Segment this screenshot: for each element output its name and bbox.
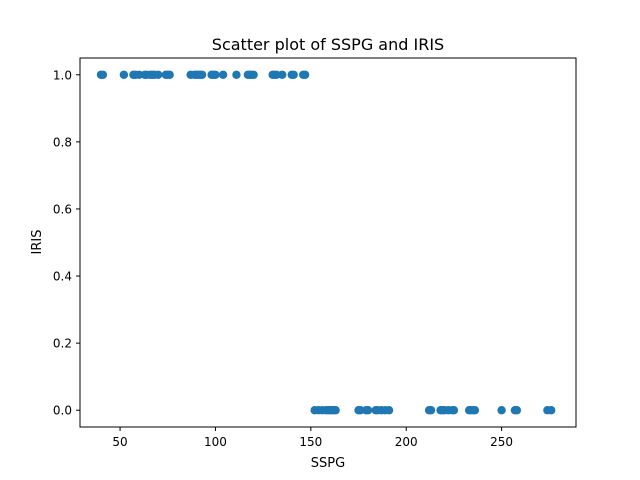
x-tick-label: 50 (112, 435, 127, 449)
data-point (512, 406, 522, 415)
data-point (165, 70, 174, 79)
x-tick-label: 150 (299, 435, 322, 449)
x-tick-label: 100 (204, 435, 227, 449)
x-tick-label: 250 (490, 435, 513, 449)
data-point (497, 406, 506, 415)
data-point (426, 406, 436, 415)
data-point (331, 406, 340, 415)
y-tick-label: 0.6 (53, 202, 72, 216)
data-point (547, 406, 556, 415)
data-point (98, 70, 108, 79)
data-point (470, 406, 480, 415)
x-tick-label: 200 (395, 435, 418, 449)
data-point (211, 70, 220, 79)
x-axis-ticks: 50 100 150 200 250 (112, 427, 513, 449)
data-point (278, 70, 287, 79)
y-tick-label: 0.4 (53, 270, 72, 284)
data-points (96, 70, 556, 415)
y-tick-label: 0.8 (53, 135, 72, 149)
y-tick-label: 0.2 (53, 337, 72, 351)
y-tick-label: 0.0 (53, 404, 72, 418)
data-point (300, 70, 310, 79)
data-point (119, 70, 129, 79)
data-point (449, 406, 459, 415)
y-axis-ticks: 0.0 0.2 0.4 0.6 0.8 1.0 (53, 68, 80, 418)
chart-title: Scatter plot of SSPG and IRIS (212, 35, 444, 54)
x-axis-label: SSPG (311, 456, 345, 471)
data-point (232, 70, 241, 79)
plot-area-frame (79, 57, 577, 428)
data-point (384, 406, 394, 415)
data-point (197, 70, 207, 79)
data-point (289, 70, 298, 79)
y-tick-label: 1.0 (53, 68, 72, 82)
y-axis-label: IRIS (30, 230, 45, 255)
data-point (363, 406, 373, 415)
data-point (154, 70, 163, 79)
data-point (218, 70, 228, 79)
data-point (249, 70, 258, 79)
